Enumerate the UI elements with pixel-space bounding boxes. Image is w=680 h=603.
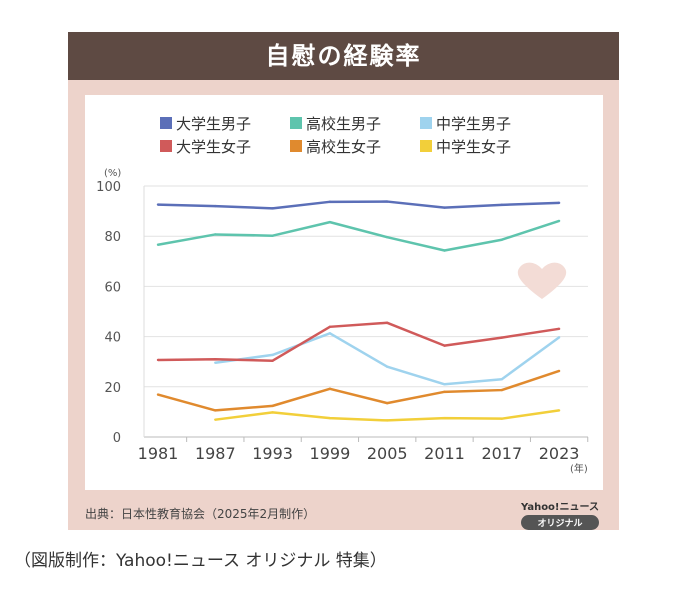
x-tick-label: 1993 <box>252 444 293 463</box>
x-tick-label: 1987 <box>195 444 236 463</box>
data-point <box>214 233 217 236</box>
data-point <box>386 200 389 203</box>
legend-label: 高校生女子 <box>306 138 381 156</box>
data-point <box>443 344 446 347</box>
data-point <box>443 206 446 209</box>
data-point <box>443 383 446 386</box>
series-line-5 <box>215 409 560 422</box>
legend-label: 中学生女子 <box>436 138 511 156</box>
series-line-3 <box>157 321 560 362</box>
data-point <box>328 325 332 329</box>
y-tick-label: 60 <box>104 280 121 295</box>
data-point <box>214 357 217 361</box>
logo-badge: オリジナル <box>521 515 599 530</box>
series-line-2 <box>215 332 560 386</box>
legend-label: 大学生男子 <box>176 115 251 133</box>
data-point <box>271 404 274 408</box>
y-tick-label: 40 <box>104 331 121 346</box>
data-point <box>557 369 561 373</box>
data-point <box>386 236 389 239</box>
data-point <box>500 238 503 241</box>
data-point <box>500 378 503 381</box>
data-point <box>156 393 160 396</box>
data-point <box>328 200 332 204</box>
y-axis-label: (%) <box>104 168 121 179</box>
data-point <box>557 219 561 223</box>
data-point <box>214 409 217 412</box>
data-point <box>328 387 332 391</box>
x-tick-label: 2005 <box>367 444 408 463</box>
data-point <box>557 409 561 412</box>
series-line-4 <box>157 369 560 412</box>
legend-swatch <box>160 140 172 152</box>
chart-panel <box>85 95 603 490</box>
legend-swatch <box>420 140 432 152</box>
data-point <box>557 336 561 339</box>
data-point <box>271 207 274 210</box>
x-tick-label: 2011 <box>424 444 465 463</box>
y-tick-label: 80 <box>104 230 121 245</box>
data-point <box>271 359 274 362</box>
data-point <box>386 365 389 368</box>
heart-icon <box>517 262 567 299</box>
x-tick-label: 1981 <box>138 444 179 463</box>
data-point <box>386 321 389 324</box>
legend-label: 高校生男子 <box>306 115 381 133</box>
series-line-1 <box>157 219 560 252</box>
yahoo-news-logo: Yahoo!ニュースオリジナル <box>521 498 599 530</box>
data-point <box>386 419 389 422</box>
data-point <box>214 204 217 208</box>
source-note: 出典：日本性教育協会（2025年2月制作） <box>85 507 316 521</box>
data-point <box>328 416 332 420</box>
x-tick-label: 1999 <box>310 444 351 463</box>
data-point <box>156 243 160 246</box>
chart-title: 自慰の経験率 <box>68 32 619 80</box>
data-point <box>443 416 446 420</box>
legend-swatch <box>420 117 432 129</box>
y-tick-label: 100 <box>96 180 121 195</box>
data-point <box>271 234 274 237</box>
data-point <box>156 358 160 362</box>
x-tick-label: 2023 <box>539 444 580 463</box>
data-point <box>271 353 274 357</box>
x-axis-label: (年) <box>570 462 588 475</box>
data-point <box>557 327 561 331</box>
data-point <box>328 220 332 224</box>
data-point <box>271 411 274 414</box>
data-point <box>156 203 160 206</box>
logo-text: Yahoo!ニュース <box>521 502 599 513</box>
legend-swatch <box>290 140 302 152</box>
data-point <box>500 203 503 207</box>
data-point <box>500 336 503 339</box>
legend-label: 大学生女子 <box>176 138 251 156</box>
y-tick-label: 0 <box>113 431 121 446</box>
series-line-0 <box>157 200 560 210</box>
x-tick-label: 2017 <box>481 444 522 463</box>
data-point <box>557 201 561 205</box>
legend-swatch <box>160 117 172 129</box>
data-point <box>500 388 503 392</box>
y-tick-label: 20 <box>104 381 121 396</box>
data-point <box>443 390 446 394</box>
data-point <box>500 417 503 420</box>
data-point <box>386 401 389 405</box>
data-point <box>214 418 217 421</box>
legend-swatch <box>290 117 302 129</box>
data-point <box>328 332 332 335</box>
caption: （図版制作：Yahoo!ニュース オリジナル 特集） <box>14 551 387 571</box>
legend-label: 中学生男子 <box>436 115 511 133</box>
data-point <box>443 249 446 252</box>
data-point <box>214 361 217 364</box>
